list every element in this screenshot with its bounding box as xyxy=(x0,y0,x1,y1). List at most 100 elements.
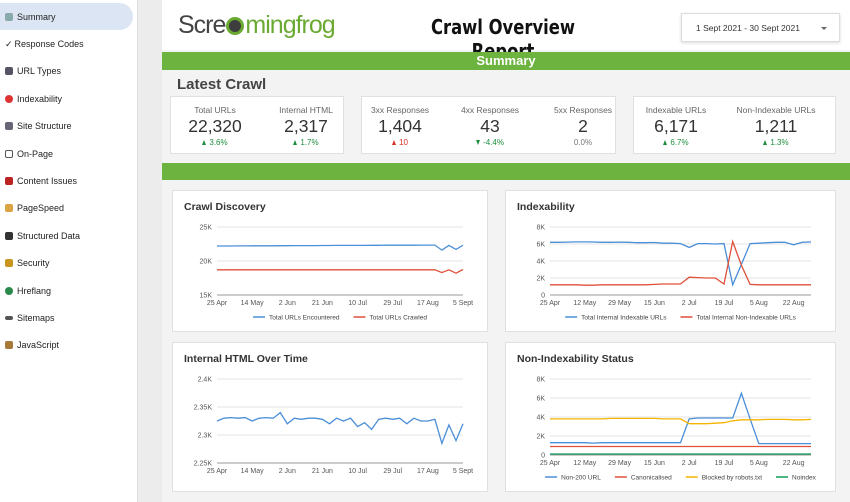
y-tick-label: 8K xyxy=(536,225,545,232)
x-tick-label: 15 Jun xyxy=(644,460,665,467)
chart-card: Internal HTML Over Time 2.25K 2.3K 2.35K 2.4… xyxy=(172,342,488,492)
nav-item[interactable]: Structured Data xyxy=(0,222,133,249)
x-tick-label: 25 Apr xyxy=(540,460,561,467)
nav-label: Response Codes xyxy=(14,39,84,50)
nav-label: Site Structure xyxy=(17,121,72,132)
nav-item[interactable]: Hreflang xyxy=(0,277,133,304)
legend: Total Internal Indexable URLs Total Inter… xyxy=(565,315,797,322)
nav-label: Summary xyxy=(17,11,56,22)
chart-title: Internal HTML Over Time xyxy=(184,353,308,365)
nav-label: JavaScript xyxy=(17,340,60,351)
x-tick-label: 29 Jul xyxy=(383,468,402,475)
legend-label: Total Internal Non-Indexable URLs xyxy=(696,315,796,322)
kpi-label: Total URLs xyxy=(194,105,236,115)
kpi-value: 6,171 xyxy=(654,116,698,136)
nav-label: PageSpeed xyxy=(17,203,65,214)
chart-title: Crawl Discovery xyxy=(184,201,266,213)
y-tick-label: 4K xyxy=(536,259,545,266)
y-tick-label: 2.35K xyxy=(194,405,213,412)
x-tick-label: 5 Aug xyxy=(750,460,768,467)
nav-label: Hreflang xyxy=(17,285,52,296)
kpi-change: 6.7% xyxy=(631,138,721,147)
kpi-value: 43 xyxy=(480,116,500,136)
x-tick-label: 10 Jul xyxy=(348,468,367,475)
nav-item[interactable]: ✓ Response Codes xyxy=(0,30,133,57)
y-tick-label: 15K xyxy=(200,293,213,300)
section-banner: Summary xyxy=(162,52,850,70)
legend-label: Non-200 URL xyxy=(561,475,601,482)
chart: Non-Indexability Status 0 2K 4K 6K 8K 25 Apr 12… xyxy=(517,353,817,482)
logo-text: mingfrog xyxy=(245,11,335,39)
x-tick-label: 12 May xyxy=(573,300,596,307)
series-line xyxy=(216,411,464,446)
nav-item[interactable]: Sitemaps xyxy=(0,304,133,331)
y-tick-label: 6K xyxy=(536,396,545,403)
x-tick-label: 2 Jun xyxy=(279,300,296,307)
section-title: Latest Crawl xyxy=(177,76,267,93)
kpi: Indexable URLs 6,171 6.7% xyxy=(631,105,721,147)
nav-item[interactable]: Site Structure xyxy=(0,113,133,140)
date-range: 1 Sept 2021 - 30 Sept 2021 xyxy=(696,23,800,33)
x-tick-label: 22 Aug xyxy=(783,460,805,467)
nav-label: On-Page xyxy=(17,148,54,159)
kpi-card: Indexable URLs 6,171 6.7% Non-Indexable UR… xyxy=(633,96,836,154)
y-tick-label: 0 xyxy=(541,453,545,460)
x-tick-label: 21 Jun xyxy=(312,468,333,475)
legend: Non-200 URL Canonicalised Blocked by robot… xyxy=(545,475,817,482)
nav-item[interactable]: Content Issues xyxy=(0,167,133,194)
nav-item[interactable]: Indexability xyxy=(0,85,133,112)
x-tick-label: 12 May xyxy=(573,460,596,467)
nav-label: Content Issues xyxy=(17,176,78,187)
series-line xyxy=(550,241,812,287)
y-tick-label: 4K xyxy=(536,415,545,422)
chart-card: Indexability 0 2K 4K 6K 8K 25 Apr 12 May 29 May 1… xyxy=(505,190,836,332)
kpi-label: Internal HTML xyxy=(279,105,333,115)
kpi-label: 4xx Responses xyxy=(460,105,520,115)
nav-item[interactable]: JavaScript xyxy=(0,332,133,359)
kpi-change-text: 0.0% xyxy=(573,138,593,147)
x-tick-label: 5 Sept xyxy=(453,468,473,475)
kpi-label: Indexable URLs xyxy=(645,105,707,115)
kpi-change: 0.0% xyxy=(538,138,628,147)
nav-item[interactable]: On-Page xyxy=(0,140,133,167)
kpi-value: 1,211 xyxy=(754,116,798,136)
date-picker[interactable]: 1 Sept 2021 - 30 Sept 2021 xyxy=(681,13,840,42)
nav-item[interactable]: Summary xyxy=(0,3,133,31)
y-tick-label: 2K xyxy=(536,276,545,283)
series-line xyxy=(217,244,464,251)
kpi-change: 3.6% xyxy=(170,138,260,147)
y-tick-label: 2.3K xyxy=(198,433,213,440)
legend-label: Total URLs Encountered xyxy=(269,315,340,322)
y-tick-label: 2.25K xyxy=(194,461,213,468)
kpi-card: Total URLs 22,320 3.6% Internal HTML 2,317 1… xyxy=(170,96,344,154)
chart-title: Indexability xyxy=(517,201,575,213)
nav-item[interactable]: Security xyxy=(0,250,133,277)
nav-item[interactable]: URL Types xyxy=(0,58,133,85)
legend-label: Total Internal Indexable URLs xyxy=(581,315,667,322)
kpi-change-text: 6.7% xyxy=(670,138,689,147)
x-tick-label: 29 Jul xyxy=(383,300,402,307)
chart-card: Crawl Discovery 15K 20K 25K 25 Apr 14 May 2 Ju… xyxy=(172,190,488,332)
x-tick-label: 15 Jun xyxy=(644,300,665,307)
nav-label: Security xyxy=(17,258,50,269)
nav-item[interactable]: PageSpeed xyxy=(0,195,133,222)
kpi: Non-Indexable URLs 1,211 1.3% xyxy=(731,105,821,147)
chart: Crawl Discovery 15K 20K 25K 25 Apr 14 May 2 Ju… xyxy=(184,201,473,322)
x-tick-label: 29 May xyxy=(608,300,631,307)
legend-label: Blocked by robots.txt xyxy=(702,475,763,482)
x-tick-label: 14 May xyxy=(241,468,264,475)
kpi-label: 5xx Responses xyxy=(553,105,613,115)
x-tick-label: 17 Aug xyxy=(417,300,439,307)
legend-label: Total URLs Crawled xyxy=(370,315,428,322)
x-tick-label: 29 May xyxy=(608,460,631,467)
nav-label: Indexability xyxy=(17,93,63,104)
x-tick-label: 17 Aug xyxy=(417,468,439,475)
chart-title: Non-Indexability Status xyxy=(517,353,634,365)
x-tick-label: 19 Jul xyxy=(715,460,734,467)
kpi-change: -4.4% xyxy=(445,138,535,147)
kpi: 5xx Responses 2 0.0% xyxy=(538,105,628,147)
x-tick-label: 25 Apr xyxy=(207,300,228,307)
series-line xyxy=(217,268,464,274)
y-tick-label: 6K xyxy=(536,242,545,249)
series-line xyxy=(550,417,812,425)
